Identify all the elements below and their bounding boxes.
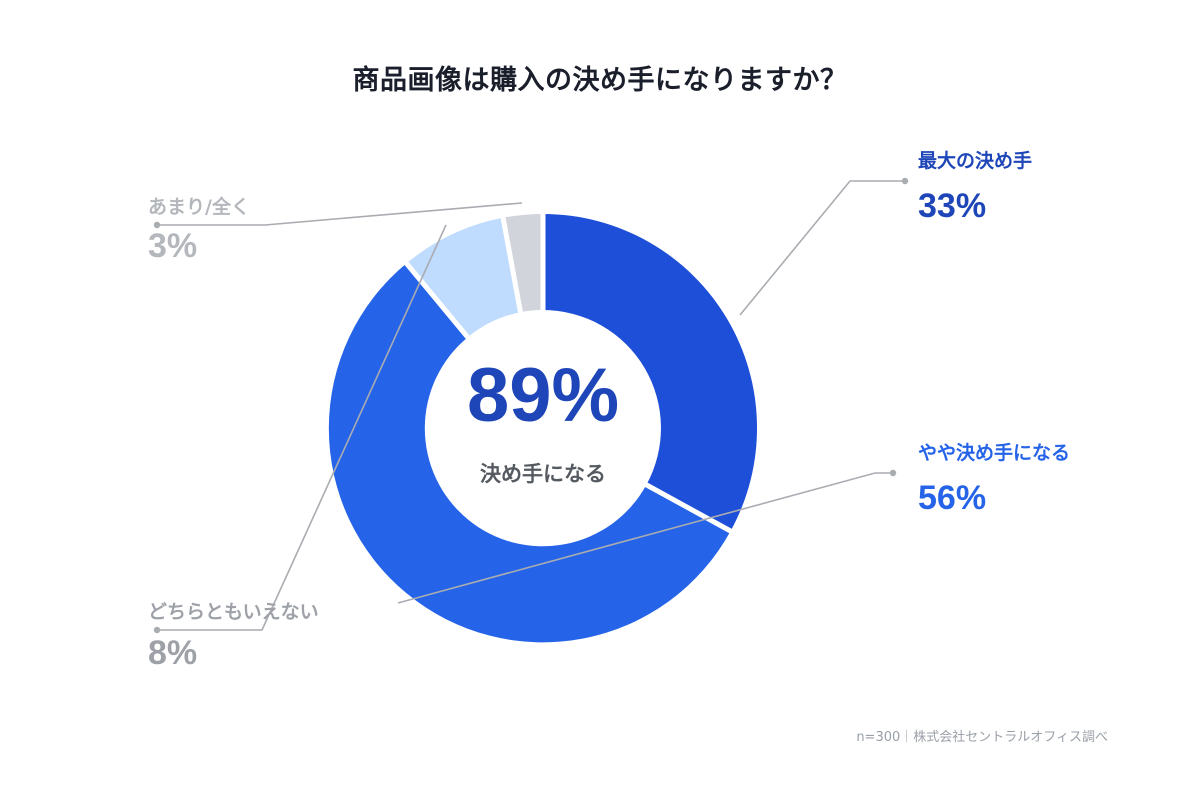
leader-line-56 <box>397 472 893 604</box>
source-note: n=300｜株式会社セントラルオフィス調べ <box>856 730 1108 745</box>
segment-3 <box>502 214 543 313</box>
segment-separators <box>400 208 738 537</box>
segment-33 <box>543 214 758 531</box>
leader-line-3 <box>157 202 523 226</box>
leader-dots <box>153 177 909 634</box>
chart-title: 商品画像は購入の決め手になりますか？ <box>352 65 848 96</box>
leader-dot-3 <box>153 221 161 229</box>
label-mid-right: やや決め手になる 56% <box>918 438 1070 518</box>
leader-lines <box>157 180 905 631</box>
label-bottom-left: どちらともいえない 8% <box>148 597 319 673</box>
label-percentage: 56% <box>918 479 987 517</box>
center-caption: 決め手になる <box>480 462 606 486</box>
leader-line-8 <box>157 224 447 631</box>
leader-line-33 <box>739 180 905 316</box>
label-percentage: 3% <box>148 227 198 265</box>
label-name: やや決め手になる <box>918 442 1071 464</box>
leader-dot-33 <box>901 177 909 185</box>
label-name: どちらともいえない <box>148 601 319 623</box>
label-top-right: 最大の決め手 33% <box>918 146 1032 226</box>
leader-dot-56 <box>889 469 897 477</box>
center-percentage: 89% <box>466 353 620 438</box>
label-percentage: 8% <box>148 634 198 672</box>
segment-56 <box>328 263 731 643</box>
label-percentage: 33% <box>918 187 987 225</box>
leader-dot-8 <box>153 626 161 634</box>
label-name: 最大の決め手 <box>918 150 1033 172</box>
label-top-left: あまり/全く 3% <box>148 192 250 266</box>
label-name: あまり/全く <box>148 196 250 218</box>
